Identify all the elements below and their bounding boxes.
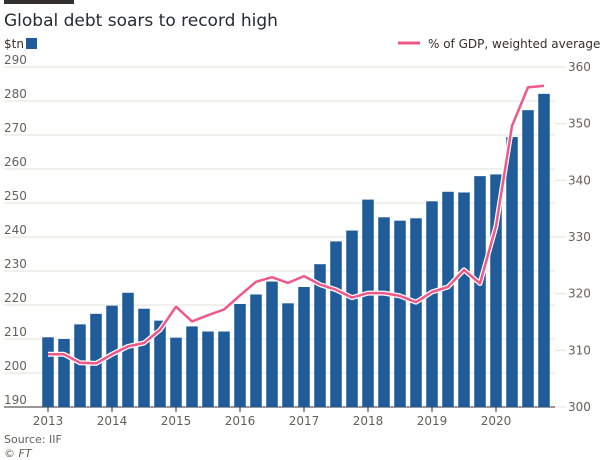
bar-2017Q4: [346, 230, 358, 407]
left-tick-label: 210: [4, 325, 27, 339]
bar-2014Q2: [122, 292, 134, 407]
x-tick-label: 2017: [289, 414, 320, 428]
bar-2017Q2: [314, 264, 326, 407]
gdp-line: [48, 84, 545, 365]
x-tick-label: 2016: [225, 414, 256, 428]
bar-2013Q4: [90, 313, 102, 407]
left-tick-label: 260: [4, 155, 27, 169]
bar-2020Q1: [490, 174, 502, 407]
bar-2019Q3: [458, 192, 470, 407]
left-tick-label: 280: [4, 87, 27, 101]
bar-2020Q3: [522, 110, 534, 408]
right-tick-label: 360: [568, 60, 591, 74]
left-tick-label: 200: [4, 359, 27, 373]
x-axis-ticks: 2013 2014 2015 2016 2017 2018 2019 2020: [33, 407, 512, 428]
credit-note: © FT: [4, 447, 33, 460]
title-rule: [4, 0, 74, 4]
bar-2018Q2: [378, 217, 390, 407]
right-tick-label: 300: [568, 400, 591, 414]
right-tick-label: 350: [568, 117, 591, 131]
bar-2013Q1: [42, 337, 54, 407]
x-tick-label: 2013: [33, 414, 64, 428]
bar-2018Q3: [394, 220, 406, 407]
bar-2020Q4: [538, 93, 550, 408]
bar-2018Q1: [362, 199, 374, 407]
bar-2016Q1: [234, 303, 246, 407]
bar-legend-swatch: [26, 38, 37, 49]
chart-title: Global debt soars to record high: [4, 11, 278, 31]
left-tick-label: 240: [4, 223, 27, 237]
right-axis-ticks: 300 310 320 330 340 350 360: [555, 60, 591, 414]
right-tick-label: 340: [568, 173, 591, 187]
bar-2014Q3: [138, 308, 150, 407]
right-tick-label: 330: [568, 230, 591, 244]
x-tick-label: 2018: [353, 414, 384, 428]
bar-2017Q1: [298, 286, 310, 407]
bar-2014Q4: [154, 320, 166, 407]
left-tick-label: 230: [4, 257, 27, 271]
bar-2016Q2: [250, 294, 262, 407]
bar-2019Q4: [474, 176, 486, 407]
x-tick-label: 2019: [417, 414, 448, 428]
bar-2015Q2: [186, 326, 198, 407]
bar-2015Q3: [202, 331, 214, 407]
bar-2015Q1: [170, 337, 182, 407]
left-tick-label: 270: [4, 121, 27, 135]
left-tick-label: 220: [4, 291, 27, 305]
right-tick-label: 310: [568, 343, 591, 357]
left-tick-label: 290: [4, 53, 27, 67]
grid-layer: [4, 66, 555, 408]
bar-2018Q4: [410, 218, 422, 407]
x-tick-label: 2020: [481, 414, 512, 428]
left-tick-label: 250: [4, 189, 27, 203]
x-tick-label: 2014: [97, 414, 128, 428]
right-tick-label: 320: [568, 287, 591, 301]
left-axis-unit-label: $tn: [4, 37, 24, 51]
bar-2015Q4: [218, 331, 230, 407]
left-tick-label: 190: [4, 393, 27, 407]
line-layer: [48, 83, 545, 366]
bars-layer: [42, 93, 550, 408]
line-legend-label: % of GDP, weighted average: [428, 37, 600, 51]
bar-2017Q3: [330, 241, 342, 407]
bar-2013Q3: [74, 324, 86, 407]
source-note: Source: IIF: [4, 433, 62, 446]
bar-2013Q2: [58, 339, 70, 407]
left-axis-ticks: 190 200 210 220 230 240 250 260 270 280 290: [4, 53, 27, 407]
x-tick-label: 2015: [161, 414, 192, 428]
bar-2020Q2: [506, 137, 518, 408]
bar-2019Q2: [442, 191, 454, 407]
bar-2016Q3: [266, 281, 278, 407]
bar-2016Q4: [282, 303, 294, 407]
bar-2019Q1: [426, 201, 438, 407]
